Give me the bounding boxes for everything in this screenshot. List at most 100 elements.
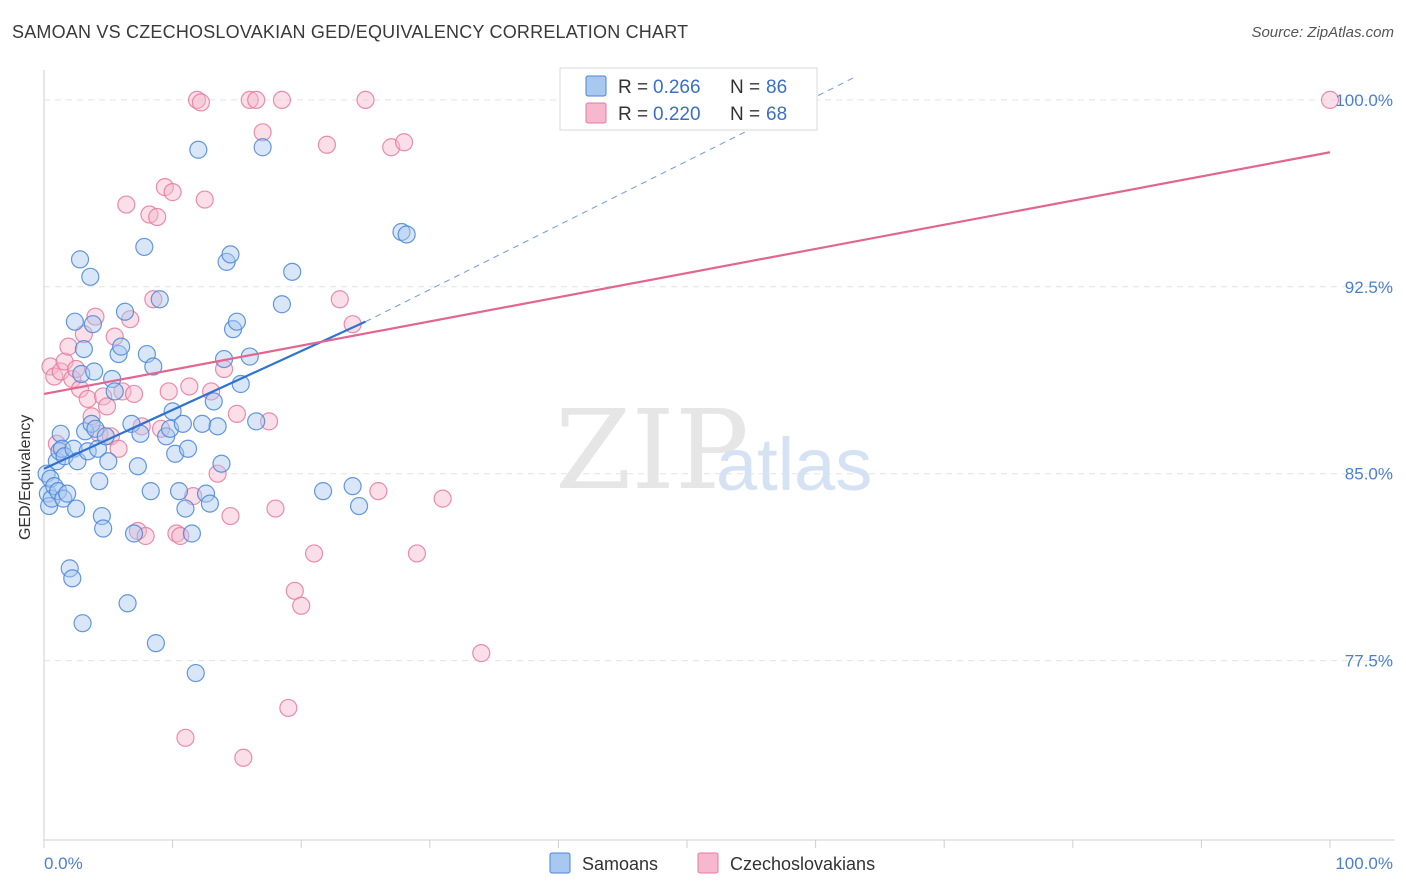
czechoslovakian-point-20 bbox=[117, 195, 136, 214]
samoan-point-23 bbox=[74, 339, 93, 359]
czechoslovakian-point-31 bbox=[159, 382, 178, 401]
samoan-point-63 bbox=[189, 140, 208, 159]
gridlines bbox=[44, 99, 1395, 662]
samoan-point-65 bbox=[196, 484, 216, 503]
czechoslovakian-point-9 bbox=[74, 325, 93, 344]
samoan-point-74 bbox=[227, 312, 246, 331]
czechoslovakian-point-65 bbox=[433, 489, 452, 508]
samoan-point-62 bbox=[186, 663, 205, 683]
legend-n-label-blue: N = bbox=[730, 77, 760, 98]
x-tick-min: 0.0% bbox=[44, 854, 83, 873]
czechoslovakian-point-6 bbox=[63, 369, 82, 389]
samoan-point-85 bbox=[397, 225, 416, 244]
legend-n-value-pink: 68 bbox=[766, 104, 787, 125]
czechoslovakian-point-27 bbox=[144, 290, 163, 309]
samoan-point-51 bbox=[146, 634, 165, 653]
bottom-legend-swatch-samoans bbox=[549, 852, 571, 874]
series-legend: Samoans Czechoslovakians bbox=[549, 852, 875, 874]
czechoslovakian-point-67 bbox=[1320, 90, 1340, 110]
czechoslovakian-point-49 bbox=[253, 123, 272, 142]
legend-n-label-pink: N = bbox=[730, 104, 760, 125]
samoan-point-36 bbox=[99, 452, 118, 471]
samoan-point-29 bbox=[85, 362, 104, 381]
czechoslovakian-point-14 bbox=[94, 387, 113, 406]
samoan-point-9 bbox=[51, 424, 70, 443]
czechoslovakian-point-54 bbox=[285, 581, 304, 600]
czechoslovakian-point-56 bbox=[304, 544, 324, 563]
samoan-point-2 bbox=[40, 496, 59, 516]
legend-r-value-pink: 0.220 bbox=[653, 104, 701, 125]
x-tick-max: 100.0% bbox=[1335, 854, 1393, 873]
y-tick-label-3: 100.0% bbox=[1335, 91, 1393, 110]
czechoslovakian-point-48 bbox=[247, 90, 266, 110]
czechoslovakian-point-19 bbox=[113, 382, 132, 401]
czechoslovakian-point-34 bbox=[171, 526, 190, 546]
samoan-point-18 bbox=[67, 499, 86, 518]
samoan-point-72 bbox=[221, 245, 240, 264]
samoan-point-61 bbox=[182, 524, 201, 543]
czechoslovakian-point-40 bbox=[195, 190, 214, 209]
czechoslovakian-point-18 bbox=[109, 439, 128, 458]
samoan-point-47 bbox=[135, 237, 154, 257]
y-tick-label-1: 85.0% bbox=[1345, 465, 1393, 484]
samoan-point-41 bbox=[115, 302, 135, 321]
axes bbox=[43, 70, 1395, 848]
czechoslovakian-point-39 bbox=[191, 93, 210, 112]
czechoslovakian-point-17 bbox=[105, 327, 124, 346]
samoan-point-82 bbox=[343, 477, 362, 496]
chart-title: SAMOAN VS CZECHOSLOVAKIAN GED/EQUIVALENC… bbox=[12, 22, 689, 42]
czechoslovakian-point-57 bbox=[317, 135, 337, 154]
czechoslovakians-trend-line bbox=[43, 151, 1331, 396]
czechoslovakian-point-36 bbox=[180, 377, 199, 396]
samoan-point-67 bbox=[204, 392, 223, 411]
samoan-point-45 bbox=[128, 457, 147, 476]
czechoslovakian-point-52 bbox=[272, 90, 292, 110]
samoan-point-40 bbox=[112, 337, 131, 356]
czechoslovakian-point-28 bbox=[148, 207, 167, 227]
samoan-point-64 bbox=[193, 414, 212, 433]
legend-swatch-blue bbox=[585, 75, 607, 97]
samoan-point-20 bbox=[70, 250, 90, 269]
samoan-point-83 bbox=[349, 496, 369, 516]
samoan-point-58 bbox=[173, 414, 192, 433]
samoan-point-79 bbox=[272, 295, 292, 314]
samoan-point-34 bbox=[94, 519, 113, 538]
y-tick-label-0: 77.5% bbox=[1345, 652, 1393, 671]
czechoslovakian-point-47 bbox=[240, 90, 259, 110]
bottom-legend-czechoslovakians: Czechoslovakians bbox=[730, 854, 875, 874]
czechoslovakian-point-61 bbox=[369, 482, 388, 501]
samoan-point-13 bbox=[58, 484, 77, 503]
samoan-point-49 bbox=[141, 482, 160, 501]
czechoslovakian-point-44 bbox=[221, 506, 240, 526]
samoan-point-15 bbox=[63, 569, 82, 588]
czechoslovakian-point-35 bbox=[176, 728, 195, 747]
samoan-point-66 bbox=[200, 494, 219, 513]
y-tick-labels: 77.5% 85.0% 92.5% 100.0% bbox=[1335, 91, 1393, 671]
samoans-points bbox=[37, 138, 416, 683]
czechoslovakian-point-7 bbox=[67, 359, 86, 379]
legend-n-value-blue: 86 bbox=[766, 77, 787, 98]
samoan-point-26 bbox=[81, 267, 100, 286]
samoan-point-17 bbox=[65, 312, 84, 331]
samoan-point-32 bbox=[90, 472, 109, 491]
samoan-point-69 bbox=[212, 454, 231, 473]
legend-r-value-blue: 0.266 bbox=[653, 77, 701, 98]
legend-swatch-pink bbox=[585, 102, 607, 124]
samoan-point-80 bbox=[283, 262, 302, 281]
samoan-point-60 bbox=[178, 439, 198, 458]
czechoslovakian-point-45 bbox=[227, 404, 246, 423]
czechoslovakian-point-5 bbox=[59, 337, 78, 356]
samoan-point-28 bbox=[83, 315, 102, 334]
czechoslovakian-point-15 bbox=[97, 397, 117, 416]
samoan-point-38 bbox=[105, 382, 124, 401]
y-tick-label-2: 92.5% bbox=[1345, 278, 1393, 297]
y-axis-label: GED/Equivalency bbox=[17, 415, 34, 540]
czechoslovakian-point-53 bbox=[279, 698, 298, 718]
samoan-point-22 bbox=[73, 614, 92, 633]
samoan-point-77 bbox=[247, 412, 266, 431]
source-credit: Source: ZipAtlas.com bbox=[1251, 24, 1394, 41]
samoan-point-52 bbox=[150, 290, 169, 309]
bottom-legend-swatch-czechoslovakians bbox=[697, 852, 719, 874]
czechoslovakian-point-25 bbox=[136, 526, 155, 546]
